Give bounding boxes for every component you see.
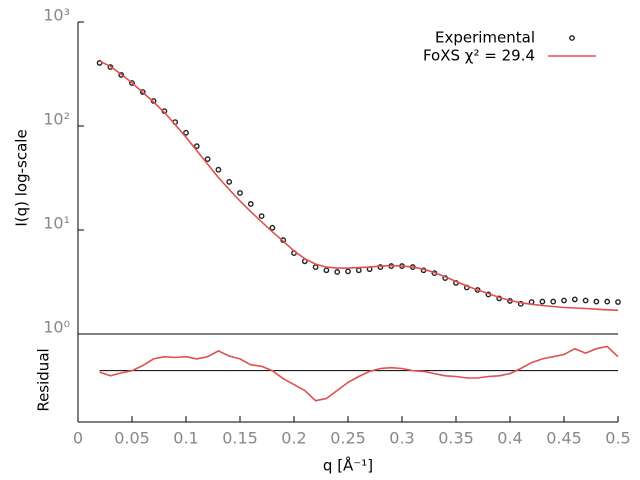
y-tick-label: 10¹ — [43, 214, 70, 233]
data-point — [237, 190, 243, 196]
data-line — [99, 60, 619, 312]
data-point — [539, 298, 546, 305]
x-tick-label: 0.15 — [222, 429, 258, 448]
data-point — [312, 264, 319, 270]
data-point — [258, 213, 265, 220]
data-point — [561, 297, 567, 304]
data-point — [593, 298, 600, 305]
y-axis-label: I(q) log-scale — [13, 129, 31, 226]
data-point — [118, 71, 125, 78]
x-tick-label: 0 — [73, 429, 83, 448]
data-point — [517, 300, 524, 307]
data-point — [571, 296, 578, 303]
y-tick-label: 10² — [43, 110, 70, 129]
data-point — [334, 269, 341, 275]
x-tick-label: 0.2 — [281, 429, 306, 448]
residual-label: Residual — [35, 348, 53, 411]
data-point — [193, 143, 200, 150]
x-tick-label: 0.45 — [546, 429, 582, 448]
data-point — [582, 297, 589, 304]
legend-label: Experimental — [435, 29, 535, 47]
data-point — [269, 224, 276, 231]
x-tick-label: 0.4 — [497, 429, 522, 448]
data-point — [204, 156, 211, 163]
legend-marker — [569, 35, 575, 41]
x-tick-label: 0.35 — [438, 429, 474, 448]
data-point — [183, 129, 189, 136]
x-tick-label: 0.5 — [605, 429, 630, 448]
x-tick-label: 0.3 — [389, 429, 414, 448]
data-point — [215, 166, 222, 173]
data-point — [355, 267, 362, 274]
data-point — [604, 298, 611, 305]
data-line — [99, 345, 619, 402]
data-point — [323, 267, 330, 274]
legend-label: FoXS χ² = 29.4 — [423, 47, 535, 65]
x-tick-label: 0.05 — [114, 429, 150, 448]
y-tick-label: 10⁰ — [43, 318, 70, 337]
x-tick-label: 0.25 — [330, 429, 366, 448]
data-point — [139, 89, 146, 95]
data-point — [226, 179, 233, 185]
y-tick-label: 10³ — [43, 6, 70, 25]
x-tick-label: 0.1 — [173, 429, 198, 448]
data-point — [615, 299, 621, 305]
x-axis-label: q [Å⁻¹] — [323, 456, 373, 475]
data-point — [550, 298, 557, 305]
data-point — [345, 268, 351, 275]
data-point — [129, 80, 135, 86]
data-point — [247, 201, 254, 207]
